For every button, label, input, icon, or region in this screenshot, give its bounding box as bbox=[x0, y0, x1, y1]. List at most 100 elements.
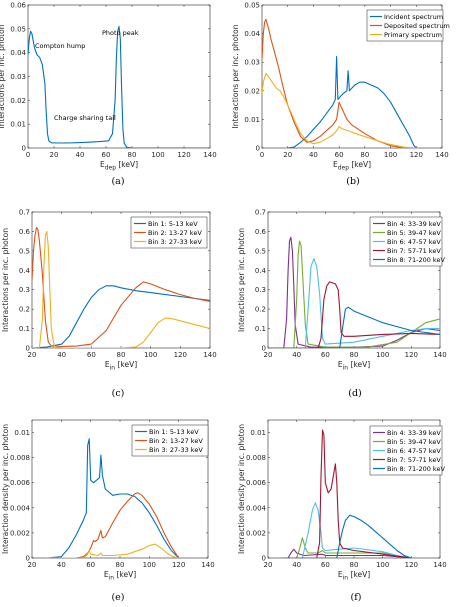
x-axis-label: Ein [keV] bbox=[338, 570, 370, 582]
annotation-text: Photo peak bbox=[102, 29, 139, 37]
series-line-2 bbox=[32, 226, 210, 347]
x-tick-label: 40 bbox=[57, 351, 66, 359]
legend-entry: Bin 4: 33-39 keV bbox=[387, 220, 441, 228]
y-tick-label: 0.7 bbox=[255, 209, 266, 217]
y-tick-label: 0.004 bbox=[246, 504, 267, 512]
x-tick-label: 140 bbox=[435, 151, 448, 159]
x-tick-label: 40 bbox=[57, 561, 66, 569]
series-line-2 bbox=[268, 240, 440, 348]
y-tick-label: 0.2 bbox=[19, 306, 30, 314]
x-axis-label: Ein [keV] bbox=[338, 360, 370, 372]
x-tick-label: 0 bbox=[26, 151, 30, 159]
panel-caption: (a) bbox=[111, 176, 124, 187]
series-line-3 bbox=[32, 230, 210, 348]
legend-entry: Bin 2: 13-27 keV bbox=[148, 229, 202, 237]
y-tick-label: 0.03 bbox=[10, 73, 26, 81]
x-tick-label: 0 bbox=[260, 151, 264, 159]
x-tick-label: 80 bbox=[117, 351, 126, 359]
y-tick-label: 0.3 bbox=[255, 286, 266, 294]
y-tick-label: 0.6 bbox=[19, 228, 31, 236]
annotation-text: Charge sharing tail bbox=[54, 114, 116, 122]
panel-e: 20 40 60 80 100 120 140 0 0.002 0.004 0.006 0.008 0.… bbox=[1, 419, 215, 603]
y-tick-label: 0.04 bbox=[10, 49, 26, 57]
y-tick-label: 0.04 bbox=[244, 30, 260, 38]
x-tick-label: 60 bbox=[87, 351, 96, 359]
series-line-1 bbox=[46, 438, 180, 558]
x-tick-label: 100 bbox=[376, 561, 389, 569]
y-tick-label: 0.008 bbox=[10, 454, 30, 462]
x-tick-label: 140 bbox=[203, 351, 216, 359]
x-tick-label: 80 bbox=[116, 561, 125, 569]
x-tick-label: 20 bbox=[264, 351, 273, 359]
y-tick-label: 0.3 bbox=[19, 286, 30, 294]
panel-d: 20 40 60 80 100 120 140 0 0.1 0.2 0.3 0.4 0.5 0.6 0.7 E… bbox=[237, 209, 447, 400]
y-tick-label: 0 bbox=[262, 345, 266, 353]
series-line-1 bbox=[28, 25, 210, 148]
legend-entry: Bin 4: 33-39 keV bbox=[387, 429, 441, 437]
x-tick-label: 140 bbox=[201, 561, 214, 569]
y-axis-label: Interaction density per inc. photon bbox=[237, 424, 246, 554]
x-tick-label: 80 bbox=[350, 561, 359, 569]
legend-entry: Bin 2: 13-27 keV bbox=[149, 437, 203, 445]
y-tick-label: 0.6 bbox=[255, 228, 267, 236]
x-axis-label: Ein [keV] bbox=[105, 360, 137, 372]
legend-entry: Bin 8: 71-200 keV bbox=[387, 256, 445, 264]
x-tick-label: 120 bbox=[405, 561, 418, 569]
x-tick-label: 140 bbox=[203, 151, 216, 159]
legend-entry: Primary spectrum bbox=[384, 31, 442, 39]
y-tick-label: 0.01 bbox=[244, 116, 260, 124]
x-tick-label: 60 bbox=[321, 351, 330, 359]
panel-caption: (b) bbox=[346, 176, 360, 187]
x-tick-label: 120 bbox=[174, 351, 187, 359]
legend-entry: Bin 3: 27-33 keV bbox=[148, 238, 202, 246]
y-tick-label: 0.006 bbox=[10, 479, 31, 487]
x-tick-label: 20 bbox=[50, 151, 59, 159]
x-tick-label: 100 bbox=[376, 351, 389, 359]
y-tick-label: 0.05 bbox=[244, 2, 260, 10]
y-tick-label: 0.008 bbox=[246, 454, 266, 462]
x-tick-label: 20 bbox=[28, 351, 37, 359]
x-tick-label: 120 bbox=[177, 151, 190, 159]
legend-entry: Bin 5: 39-47 keV bbox=[387, 229, 441, 237]
series-line-1 bbox=[282, 548, 412, 558]
x-tick-label: 120 bbox=[410, 151, 423, 159]
y-tick-label: 0.002 bbox=[246, 529, 266, 537]
x-tick-label: 20 bbox=[28, 561, 37, 569]
x-tick-label: 120 bbox=[405, 351, 418, 359]
x-axis-label: Edep [keV] bbox=[100, 160, 138, 172]
x-tick-label: 100 bbox=[144, 351, 157, 359]
legend-entry: Bin 7: 57-71 keV bbox=[387, 247, 441, 255]
y-axis-label: Interactions per inc. photon bbox=[237, 228, 246, 332]
y-tick-label: 0.05 bbox=[10, 25, 26, 33]
legend-entry: Bin 8: 71-200 keV bbox=[387, 465, 445, 473]
y-tick-label: 0.5 bbox=[19, 247, 30, 255]
y-tick-label: 0.01 bbox=[10, 121, 26, 129]
y-axis-label: Interactions per inc. photon bbox=[1, 228, 10, 332]
y-tick-label: 0.03 bbox=[244, 59, 260, 67]
series-line-4 bbox=[268, 281, 440, 348]
y-tick-label: 0 bbox=[262, 555, 266, 563]
x-tick-label: 100 bbox=[151, 151, 164, 159]
x-tick-label: 100 bbox=[143, 561, 156, 569]
legend-entry: Bin 6: 47-57 keV bbox=[387, 447, 441, 455]
x-tick-label: 80 bbox=[350, 351, 359, 359]
y-tick-label: 0.02 bbox=[244, 87, 260, 95]
panel-b: 0 20 40 60 80 100 120 140 0 0.01 0.02 0.03 0.04 0.05 E… bbox=[231, 2, 450, 188]
series-line-3 bbox=[46, 543, 179, 558]
x-tick-label: 140 bbox=[433, 351, 446, 359]
y-axis-label: Interactions per inc. photon bbox=[0, 24, 6, 128]
y-tick-label: 0.7 bbox=[19, 209, 30, 217]
series-line-1 bbox=[32, 285, 210, 348]
series-line-2 bbox=[262, 18, 417, 148]
y-tick-label: 0.4 bbox=[255, 267, 267, 275]
legend-entry: Bin 5: 39-47 keV bbox=[387, 438, 441, 446]
y-tick-label: 0.004 bbox=[10, 504, 31, 512]
x-tick-label: 80 bbox=[128, 151, 137, 159]
y-tick-label: 0.01 bbox=[250, 429, 266, 437]
x-tick-label: 40 bbox=[292, 561, 301, 569]
legend-entry: Incident spectrum bbox=[384, 13, 443, 21]
y-tick-label: 0.006 bbox=[246, 479, 267, 487]
y-tick-label: 0.5 bbox=[255, 247, 266, 255]
